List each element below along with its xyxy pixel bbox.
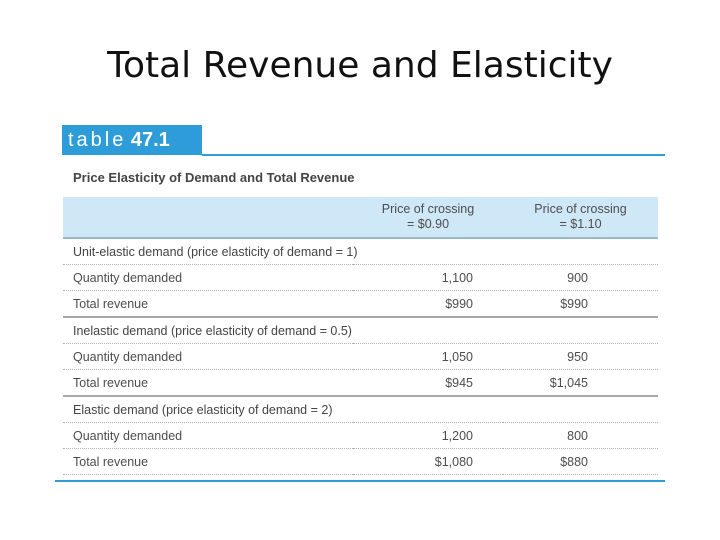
row-label: Total revenue: [63, 448, 353, 475]
cell-value: $1,045: [503, 369, 658, 397]
section-row-unit-elastic: Unit-elastic demand (price elasticity of…: [63, 238, 658, 265]
cell-value: 1,100: [353, 264, 503, 291]
table-badge-word: table: [68, 129, 127, 151]
table-header-row: Price of crossing = $0.90 Price of cross…: [63, 197, 658, 239]
cell-value: $945: [353, 369, 503, 397]
cell-value: $990: [353, 290, 503, 318]
cell-value: $1,080: [353, 448, 503, 475]
column-header-price-110: Price of crossing = $1.10: [503, 197, 658, 239]
cell-value: 1,200: [353, 422, 503, 449]
section-row-inelastic: Inelastic demand (price elasticity of de…: [63, 317, 658, 344]
table-caption: Price Elasticity of Demand and Total Rev…: [73, 170, 355, 185]
footer-rule: [55, 480, 665, 482]
row-label: Total revenue: [63, 290, 353, 318]
row-label: Quantity demanded: [63, 343, 353, 370]
table-badge-number: 47.1: [130, 129, 170, 151]
section-row-elastic: Elastic demand (price elasticity of dema…: [63, 396, 658, 423]
row-label: Total revenue: [63, 369, 353, 397]
column-header-line: Price of crossing: [534, 202, 627, 216]
table-row: Total revenue $990 $990: [63, 290, 658, 318]
column-header-line: = $1.10: [559, 217, 602, 231]
section-title: Unit-elastic demand (price elasticity of…: [63, 238, 658, 265]
cell-value: 950: [503, 343, 658, 370]
section-title: Elastic demand (price elasticity of dema…: [63, 396, 658, 423]
column-header-price-090: Price of crossing = $0.90: [353, 197, 503, 239]
cell-value: 1,050: [353, 343, 503, 370]
table-badge: table 47.1: [62, 125, 202, 155]
table-row: Total revenue $1,080 $880: [63, 448, 658, 475]
cell-value: $990: [503, 290, 658, 318]
row-label: Quantity demanded: [63, 422, 353, 449]
slide-title: Total Revenue and Elasticity: [107, 45, 613, 86]
header-empty-cell: [63, 197, 353, 239]
elasticity-table: Price of crossing = $0.90 Price of cross…: [63, 197, 658, 475]
cell-value: $880: [503, 448, 658, 475]
table-row: Quantity demanded 1,200 800: [63, 422, 658, 449]
column-header-line: Price of crossing: [381, 202, 475, 216]
row-label: Quantity demanded: [63, 264, 353, 291]
cell-value: 900: [503, 264, 658, 291]
table-row: Total revenue $945 $1,045: [63, 369, 658, 397]
table-row: Quantity demanded 1,050 950: [63, 343, 658, 370]
table-row: Quantity demanded 1,100 900: [63, 264, 658, 291]
cell-value: 800: [503, 422, 658, 449]
column-header-line: = $0.90: [406, 217, 450, 231]
section-title: Inelastic demand (price elasticity of de…: [63, 317, 658, 344]
header-rule: [202, 154, 665, 156]
